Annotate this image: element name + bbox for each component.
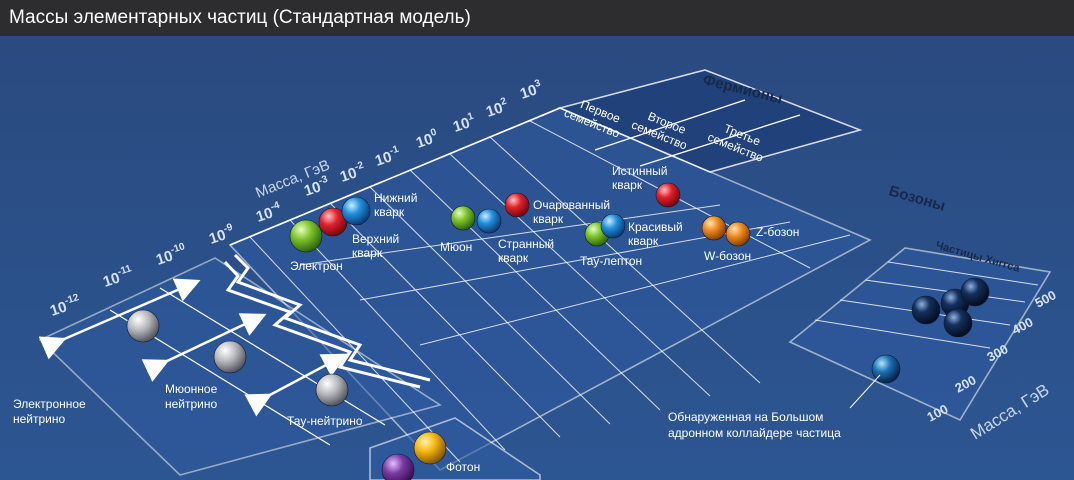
label-tau-lepton: Тау-лептон bbox=[580, 254, 642, 268]
mass-tick-label: 10-1 bbox=[372, 144, 403, 170]
label-tau-neutrino: Тау-нейтрино bbox=[287, 414, 363, 428]
strange-quark-ball bbox=[476, 208, 502, 234]
grid-line bbox=[489, 136, 761, 384]
label-w-boson: W-бозон bbox=[704, 249, 751, 263]
label-strange-quark-2: кварк bbox=[498, 251, 529, 265]
range-arrow bbox=[141, 313, 267, 382]
z-boson-ball bbox=[725, 221, 751, 247]
down-quark-ball bbox=[341, 196, 371, 226]
lhc-leader-line bbox=[849, 374, 881, 409]
label-muon-neutrino-1: Мюонное bbox=[165, 382, 218, 396]
label-electron-neutrino-2: нейтрино bbox=[13, 412, 66, 426]
tau-neutrino-ball bbox=[315, 373, 349, 407]
grid-line bbox=[409, 169, 661, 411]
electron-ball bbox=[289, 219, 323, 253]
grid-line bbox=[369, 186, 611, 425]
label-down-quark-2: кварк bbox=[374, 205, 405, 219]
mass-tick-label: 103 bbox=[517, 78, 544, 103]
mass-tick-label: 102 bbox=[483, 96, 510, 121]
w-boson-ball bbox=[701, 215, 727, 241]
range-arrow bbox=[38, 278, 201, 360]
gluon-ball bbox=[381, 453, 415, 480]
label-bottom-quark-1: Красивый bbox=[628, 220, 683, 234]
particles bbox=[126, 182, 990, 480]
electron-neutrino-ball bbox=[126, 309, 160, 343]
label-photon: Фотон bbox=[446, 460, 480, 474]
label-charm-quark-2: кварк bbox=[533, 212, 564, 226]
mass-tick-label: 101 bbox=[450, 111, 477, 136]
label-muon-neutrino-2: нейтрино bbox=[165, 397, 218, 411]
label-bottom-quark-2: кварк bbox=[628, 234, 659, 248]
higgs-ball bbox=[943, 308, 973, 338]
page-title: Массы элементарных частиц (Стандартная м… bbox=[0, 0, 1074, 36]
grid-line bbox=[419, 234, 851, 346]
grid-line bbox=[449, 153, 711, 397]
range-arrow bbox=[244, 353, 348, 417]
mass-tick-label: 10-9 bbox=[206, 222, 237, 248]
higgs-grid-line bbox=[887, 261, 1039, 286]
mass-tick-label: 10-10 bbox=[153, 241, 189, 269]
mass-tick-label: 10-4 bbox=[253, 200, 284, 226]
charm-quark-ball bbox=[504, 192, 530, 218]
label-up-quark-1: Верхний bbox=[352, 232, 399, 246]
mass-tick-label: 10-3 bbox=[301, 174, 332, 200]
higgs-grid-line bbox=[864, 279, 1026, 303]
label-electron: Электрон bbox=[290, 259, 343, 273]
label-charm-quark-1: Очарованный bbox=[533, 198, 610, 212]
higgs-ball bbox=[911, 295, 941, 325]
label-lhc-particle-1: Обнаруженная на Большом bbox=[668, 410, 823, 424]
label-z-boson: Z-бозон bbox=[756, 225, 799, 239]
label-electron-neutrino-1: Электронное bbox=[13, 397, 86, 411]
mass-tick-label: 10-2 bbox=[337, 160, 368, 186]
grid-lines bbox=[249, 120, 1039, 463]
bottom-quark-ball bbox=[600, 213, 626, 239]
neutrino-arrows bbox=[38, 278, 348, 417]
grid-line bbox=[329, 202, 561, 438]
higgs-ball bbox=[960, 277, 990, 307]
grid-line bbox=[299, 204, 721, 266]
muon-ball bbox=[450, 205, 476, 231]
top-quark-ball bbox=[655, 182, 681, 208]
label-top-quark-2: кварк bbox=[612, 178, 643, 192]
label-down-quark-1: Нижний bbox=[374, 191, 417, 205]
label-strange-quark-1: Странный bbox=[498, 237, 554, 251]
grid-line bbox=[249, 236, 461, 463]
label-muon: Мюон bbox=[440, 240, 472, 254]
grid-line bbox=[289, 219, 506, 451]
higgs-grid-line bbox=[814, 319, 991, 349]
label-up-quark-2: кварк bbox=[352, 246, 383, 260]
mass-tick-label: 100 bbox=[413, 127, 440, 152]
label-lhc-particle-2: адронном коллайдере частица bbox=[668, 426, 841, 440]
photon-ball bbox=[413, 431, 447, 465]
label-top-quark-1: Истинный bbox=[612, 164, 667, 178]
muon-neutrino-ball bbox=[213, 340, 247, 374]
